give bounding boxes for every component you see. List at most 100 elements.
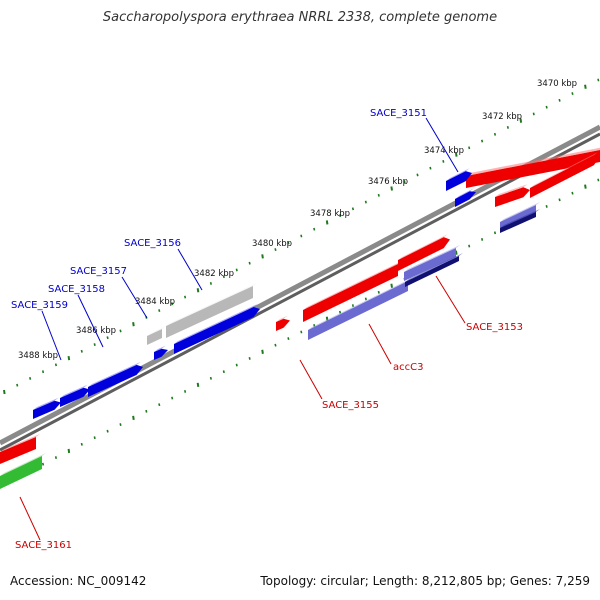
outer-tick bbox=[184, 295, 187, 299]
inner-tick bbox=[184, 390, 187, 393]
gene-purple-accC3 bbox=[308, 281, 408, 340]
outer-tick bbox=[313, 227, 316, 231]
gene-navy-accC3 bbox=[405, 256, 459, 287]
inner-tick bbox=[119, 423, 122, 426]
scale-label-3486: 3486 kbp bbox=[76, 326, 116, 336]
outer-tick bbox=[364, 200, 367, 204]
scale-label-3472: 3472 kbp bbox=[482, 112, 522, 122]
inner-tick bbox=[196, 382, 200, 388]
gene-label-SACE_3151: SACE_3151 bbox=[370, 108, 427, 119]
outer-tick bbox=[351, 207, 355, 211]
gene-purple-accC3b-top bbox=[404, 245, 460, 272]
inner-tick bbox=[351, 304, 355, 308]
gene-green-3161 bbox=[0, 456, 42, 489]
inner-tick bbox=[558, 198, 561, 202]
gene-label-SACE_3153: SACE_3153 bbox=[466, 322, 523, 333]
inner-tick bbox=[571, 191, 574, 195]
gene-red-3155-top bbox=[303, 261, 402, 310]
gene-blue-3159a bbox=[88, 364, 143, 397]
outer-tick bbox=[338, 214, 342, 218]
outer-tick bbox=[506, 126, 509, 129]
outer-tick bbox=[16, 383, 19, 387]
gene-red-small-top bbox=[276, 315, 288, 322]
gene-label-leader bbox=[435, 275, 466, 324]
gene-navy-right bbox=[500, 212, 536, 233]
gene-blue-3151b bbox=[455, 191, 476, 207]
outer-tick bbox=[481, 139, 484, 143]
outer-tick bbox=[545, 105, 548, 109]
outer-tick bbox=[132, 322, 135, 327]
inner-tick bbox=[93, 436, 96, 440]
gene-purple-accC3-top bbox=[308, 278, 412, 330]
gene-label-SACE_3156: SACE_3156 bbox=[124, 238, 181, 249]
scale-label-3484: 3484 kbp bbox=[135, 297, 175, 307]
outer-tick bbox=[80, 349, 83, 353]
outer-tick bbox=[235, 268, 238, 272]
gene-grey-3156 bbox=[166, 286, 253, 338]
gene-label-SACE_3159: SACE_3159 bbox=[11, 300, 68, 311]
outer-tick bbox=[468, 146, 471, 150]
outer-tick bbox=[390, 186, 393, 191]
outer-tick bbox=[377, 193, 380, 197]
gene-label-leader bbox=[299, 359, 323, 400]
outer-tick bbox=[29, 376, 32, 380]
outer-tick bbox=[403, 180, 406, 184]
inner-tick bbox=[222, 370, 225, 374]
gene-grey-3156-top bbox=[166, 283, 257, 326]
outer-tick bbox=[119, 329, 122, 333]
gene-label-SACE_3158: SACE_3158 bbox=[48, 284, 105, 295]
outer-tick bbox=[41, 370, 45, 374]
gene-red-3155 bbox=[303, 264, 398, 322]
backbone-line-inner bbox=[0, 132, 600, 452]
gene-red-forward-3-top bbox=[495, 184, 528, 197]
outer-tick bbox=[519, 118, 523, 123]
gene-purple-accC3b bbox=[404, 248, 456, 281]
gene-navy-accC3-top bbox=[405, 253, 463, 282]
inner-tick bbox=[377, 290, 380, 294]
outer-tick bbox=[287, 241, 290, 245]
scale-label-3482: 3482 kbp bbox=[194, 269, 234, 279]
outer-tick bbox=[558, 98, 561, 102]
outer-tick bbox=[261, 254, 264, 259]
scale-label-3474: 3474 kbp bbox=[424, 146, 464, 156]
gene-label-SACE_3161: SACE_3161 bbox=[15, 540, 72, 551]
gene-purple-right-top bbox=[500, 202, 540, 222]
outer-tick bbox=[67, 355, 71, 361]
gene-label-leader bbox=[41, 310, 62, 361]
outer-tick bbox=[416, 173, 419, 177]
gene-navy-right-top bbox=[500, 209, 540, 228]
genome-stats-text: Topology: circular; Length: 8,212,805 bp… bbox=[260, 574, 590, 588]
gene-green-3161-top bbox=[0, 453, 46, 476]
inner-tick bbox=[545, 204, 548, 208]
gene-label-accC3: accC3 bbox=[393, 362, 423, 373]
inner-tick bbox=[41, 462, 45, 466]
inner-tick bbox=[454, 250, 458, 255]
gene-label-leader bbox=[121, 276, 148, 319]
scale-label-3480: 3480 kbp bbox=[252, 239, 292, 249]
gene-blue-3159b bbox=[60, 387, 90, 407]
gene-red-forward-2-top bbox=[530, 152, 598, 188]
gene-blue-3151b-top bbox=[455, 188, 474, 199]
outer-tick bbox=[442, 159, 445, 163]
outer-tick bbox=[571, 92, 574, 96]
outer-tick bbox=[248, 261, 251, 265]
outer-tick bbox=[171, 302, 174, 306]
outer-tick bbox=[222, 275, 225, 279]
gene-label-leader bbox=[77, 294, 104, 348]
inner-tick bbox=[106, 429, 109, 433]
accession-text: Accession: NC_009142 bbox=[10, 574, 147, 588]
outer-tick bbox=[493, 132, 497, 136]
inner-tick bbox=[67, 448, 71, 454]
outer-tick bbox=[3, 389, 6, 395]
outer-scale-ticks bbox=[3, 78, 600, 395]
gene-red-small bbox=[276, 318, 290, 331]
outer-tick bbox=[106, 336, 109, 340]
gene-label-SACE_3155: SACE_3155 bbox=[322, 400, 379, 411]
gene-red-3153-top bbox=[398, 234, 448, 260]
gene-blue-3159c bbox=[33, 400, 61, 419]
map-title: Saccharopolyspora erythraea NRRL 2338, c… bbox=[102, 10, 498, 25]
outer-tick bbox=[584, 84, 587, 89]
scale-label-3478: 3478 kbp bbox=[310, 209, 350, 219]
gene-label-leader bbox=[19, 496, 41, 541]
